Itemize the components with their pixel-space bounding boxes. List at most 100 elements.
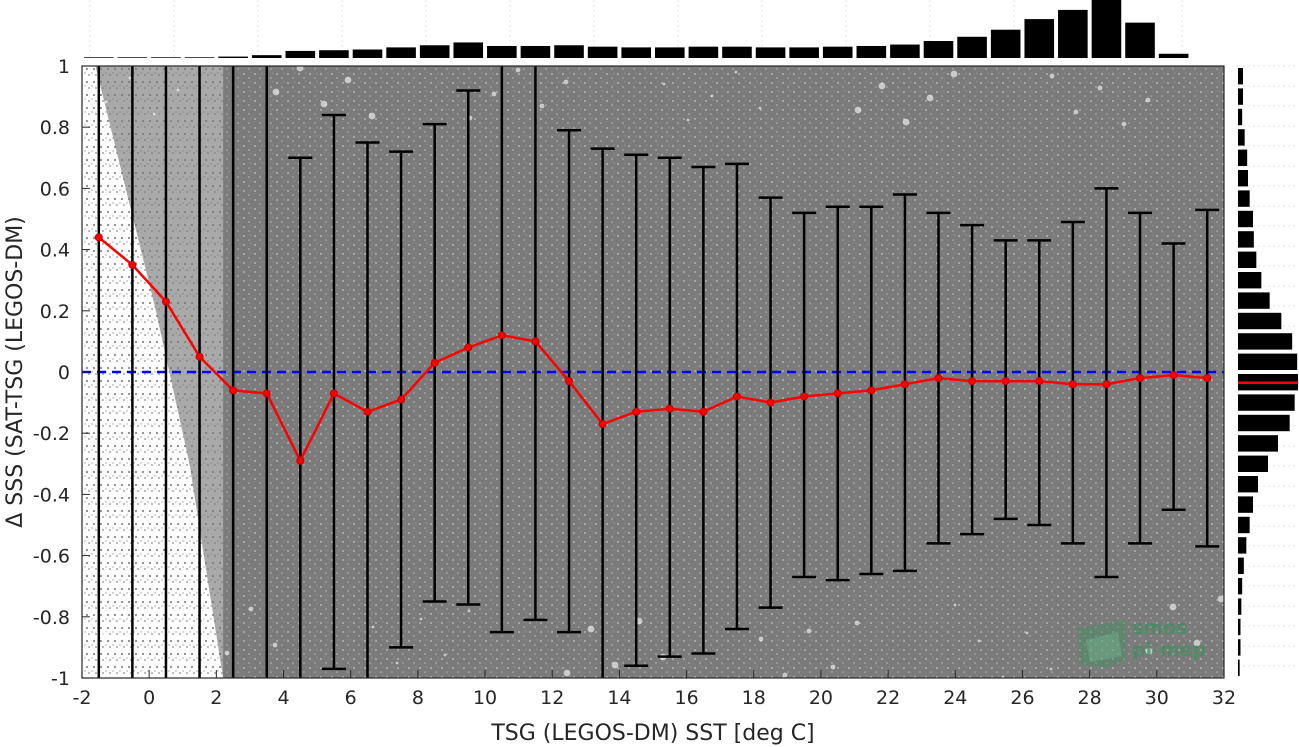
scatter-gap: [758, 636, 764, 642]
y-tick-label: -0.4: [33, 484, 70, 506]
scatter-gap: [1097, 85, 1103, 91]
top-hist-bar: [755, 47, 786, 58]
top-hist-bar: [655, 47, 685, 58]
mean-point: [732, 392, 741, 401]
right-hist-bar: [1238, 414, 1290, 432]
mean-point: [833, 389, 842, 398]
mean-point: [531, 337, 540, 346]
right-hist-bar: [1238, 557, 1244, 574]
scatter-gap: [491, 91, 497, 97]
right-hist-bar: [1238, 618, 1241, 636]
right-hist-bar: [1238, 88, 1243, 105]
y-tick-label: -0.6: [33, 546, 70, 568]
top-hist-bar: [251, 55, 282, 58]
y-tick-label: 0.8: [40, 117, 70, 139]
x-tick-label: 28: [1078, 687, 1102, 709]
top-hist-bar: [453, 42, 484, 58]
scatter-gap: [587, 625, 595, 633]
scatter-gap: [710, 94, 714, 98]
mean-point: [363, 407, 372, 416]
y-axis-label: Δ SSS (SAT-TSG (LEGOS-DM): [3, 216, 28, 528]
x-tick-label: 4: [277, 687, 289, 709]
mean-point: [128, 260, 137, 269]
x-tick-label: -2: [73, 687, 92, 709]
scatter-gap: [152, 112, 156, 116]
y-tick-label: 0: [58, 362, 70, 384]
top-hist-bar: [117, 57, 148, 58]
mean-point: [296, 456, 305, 465]
mean-point: [598, 420, 607, 429]
scatter-gap: [734, 70, 738, 74]
scatter-gap: [1145, 97, 1151, 103]
right-hist-bar: [1238, 170, 1248, 187]
scatter-gap: [419, 617, 423, 621]
scatter-gap: [1073, 109, 1079, 115]
mean-point: [464, 343, 473, 352]
top-hist-bar: [285, 50, 316, 58]
y-tick-label: 1: [58, 56, 70, 78]
top-hist-bar: [1058, 9, 1088, 58]
scatter-gap: [515, 67, 521, 73]
x-tick-label: 26: [1010, 687, 1034, 709]
x-tick-label: 8: [412, 687, 424, 709]
scatter-gap: [395, 661, 399, 665]
scatter-gap: [1169, 603, 1177, 611]
x-tick-label: 14: [607, 687, 631, 709]
scatter-gap: [296, 66, 304, 72]
scatter-transition: [95, 66, 224, 678]
y-tick-label: -1: [51, 668, 70, 690]
top-hist-bar: [1125, 22, 1155, 58]
logo-line1: smos: [1132, 617, 1187, 639]
y-tick-label: -0.2: [33, 423, 70, 445]
smos-pimep-logo: smos pi-mep: [1078, 617, 1206, 668]
x-tick-label: 32: [1212, 687, 1236, 709]
x-tick-label: 10: [473, 687, 497, 709]
scatter-gap: [854, 620, 860, 626]
mean-point: [262, 389, 271, 398]
mean-point: [968, 377, 977, 386]
top-hist-bar: [789, 47, 819, 58]
right-hist-bar: [1238, 394, 1295, 411]
top-hist-bar: [587, 46, 618, 58]
scatter-gap: [539, 103, 545, 109]
mean-point: [632, 407, 641, 416]
right-hist-bar: [1238, 476, 1258, 493]
mean-point: [900, 380, 909, 389]
right-hist-bar: [1238, 598, 1242, 615]
top-hist-bar: [319, 50, 349, 58]
mean-point: [195, 352, 204, 361]
scatter-gap: [950, 70, 958, 78]
scatter-gap: [758, 106, 762, 110]
right-hist-bar: [1238, 516, 1250, 534]
scatter-gap: [1217, 595, 1224, 603]
scatter-gap: [320, 100, 328, 108]
right-hist-bar: [1238, 129, 1245, 146]
right-hist-bar: [1238, 537, 1247, 554]
y-tick-label: -0.8: [33, 607, 70, 629]
scatter-gap: [176, 658, 182, 664]
right-hist-bar: [1238, 435, 1278, 452]
top-hist-bar: [890, 44, 920, 58]
scatter-gap: [371, 625, 375, 629]
right-hist-bar: [1238, 578, 1243, 595]
scatter-gap: [953, 603, 957, 607]
top-hist-bar: [419, 45, 450, 58]
x-tick-label: 12: [540, 687, 564, 709]
scatter-gap: [200, 614, 206, 620]
top-hist-bar: [218, 56, 248, 58]
scatter-gap: [176, 88, 180, 92]
mean-point: [1169, 371, 1178, 380]
mean-line: [98, 236, 1208, 464]
top-hist-bar: [184, 57, 215, 58]
mean-point: [497, 331, 506, 340]
top-hist-bar: [990, 29, 1021, 58]
scatter-gap: [806, 628, 812, 634]
x-tick-label: 22: [876, 687, 900, 709]
mean-point: [229, 386, 238, 395]
top-hist-bar: [688, 46, 719, 58]
x-tick-label: 20: [809, 687, 833, 709]
right-hist-bar: [1238, 292, 1270, 309]
top-hist-bar: [352, 49, 383, 58]
right-hist-bar: [1238, 149, 1248, 166]
scatter-gap: [248, 606, 254, 612]
